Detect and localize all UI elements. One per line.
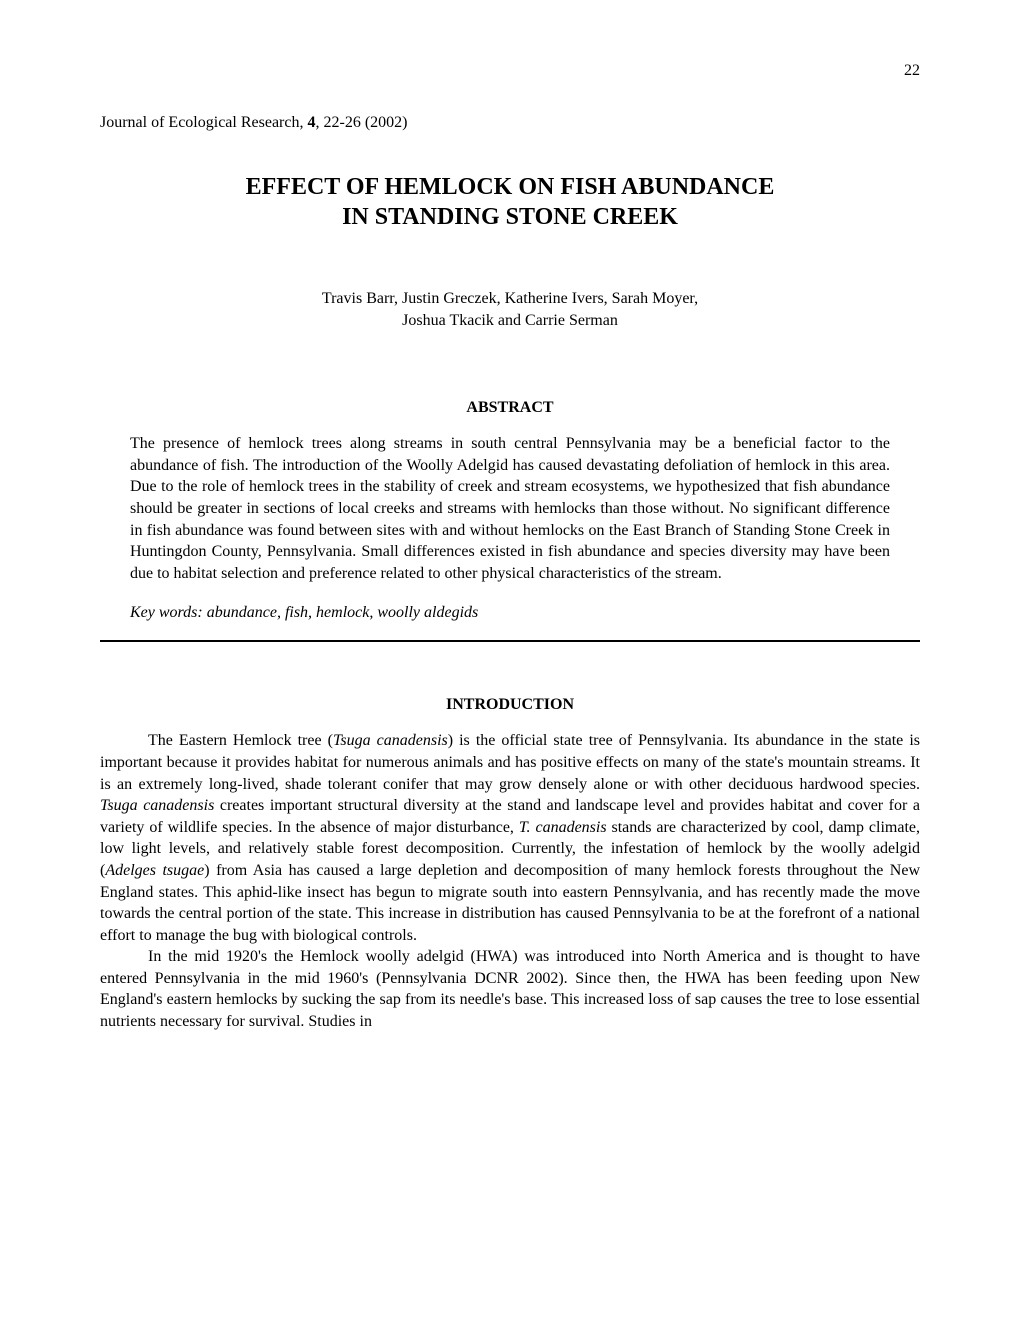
authors-line-1: Travis Barr, Justin Greczek, Katherine I…	[322, 290, 698, 307]
text-run: ) from Asia has caused a large depletion…	[100, 862, 920, 944]
keywords: Key words: abundance, fish, hemlock, woo…	[130, 604, 890, 622]
text-run: The Eastern Hemlock tree (	[148, 732, 333, 749]
species-name: Tsuga canadensis	[100, 797, 214, 814]
authors-line-2: Joshua Tkacik and Carrie Serman	[402, 312, 618, 329]
abstract-heading: ABSTRACT	[100, 399, 920, 417]
paper-title: EFFECT OF HEMLOCK ON FISH ABUNDANCE IN S…	[100, 172, 920, 232]
journal-pages-year: , 22-26 (2002)	[315, 114, 407, 131]
section-divider	[100, 640, 920, 642]
species-name: Tsuga canadensis	[333, 732, 448, 749]
title-line-1: EFFECT OF HEMLOCK ON FISH ABUNDANCE	[246, 174, 775, 200]
species-name: T. canadensis	[519, 819, 607, 836]
introduction-paragraph-1: The Eastern Hemlock tree (Tsuga canadens…	[100, 730, 920, 946]
page-number: 22	[904, 62, 920, 80]
abstract-body: The presence of hemlock trees along stre…	[130, 433, 890, 584]
journal-header: Journal of Ecological Research, 4, 22-26…	[100, 114, 920, 132]
authors: Travis Barr, Justin Greczek, Katherine I…	[100, 288, 920, 331]
introduction-heading: INTRODUCTION	[100, 696, 920, 714]
species-name: Adelges tsugae	[105, 862, 204, 879]
title-line-2: IN STANDING STONE CREEK	[342, 204, 678, 230]
journal-name: Journal of Ecological Research,	[100, 114, 307, 131]
introduction-paragraph-2: In the mid 1920's the Hemlock woolly ade…	[100, 946, 920, 1032]
introduction-body: The Eastern Hemlock tree (Tsuga canadens…	[100, 730, 920, 1032]
